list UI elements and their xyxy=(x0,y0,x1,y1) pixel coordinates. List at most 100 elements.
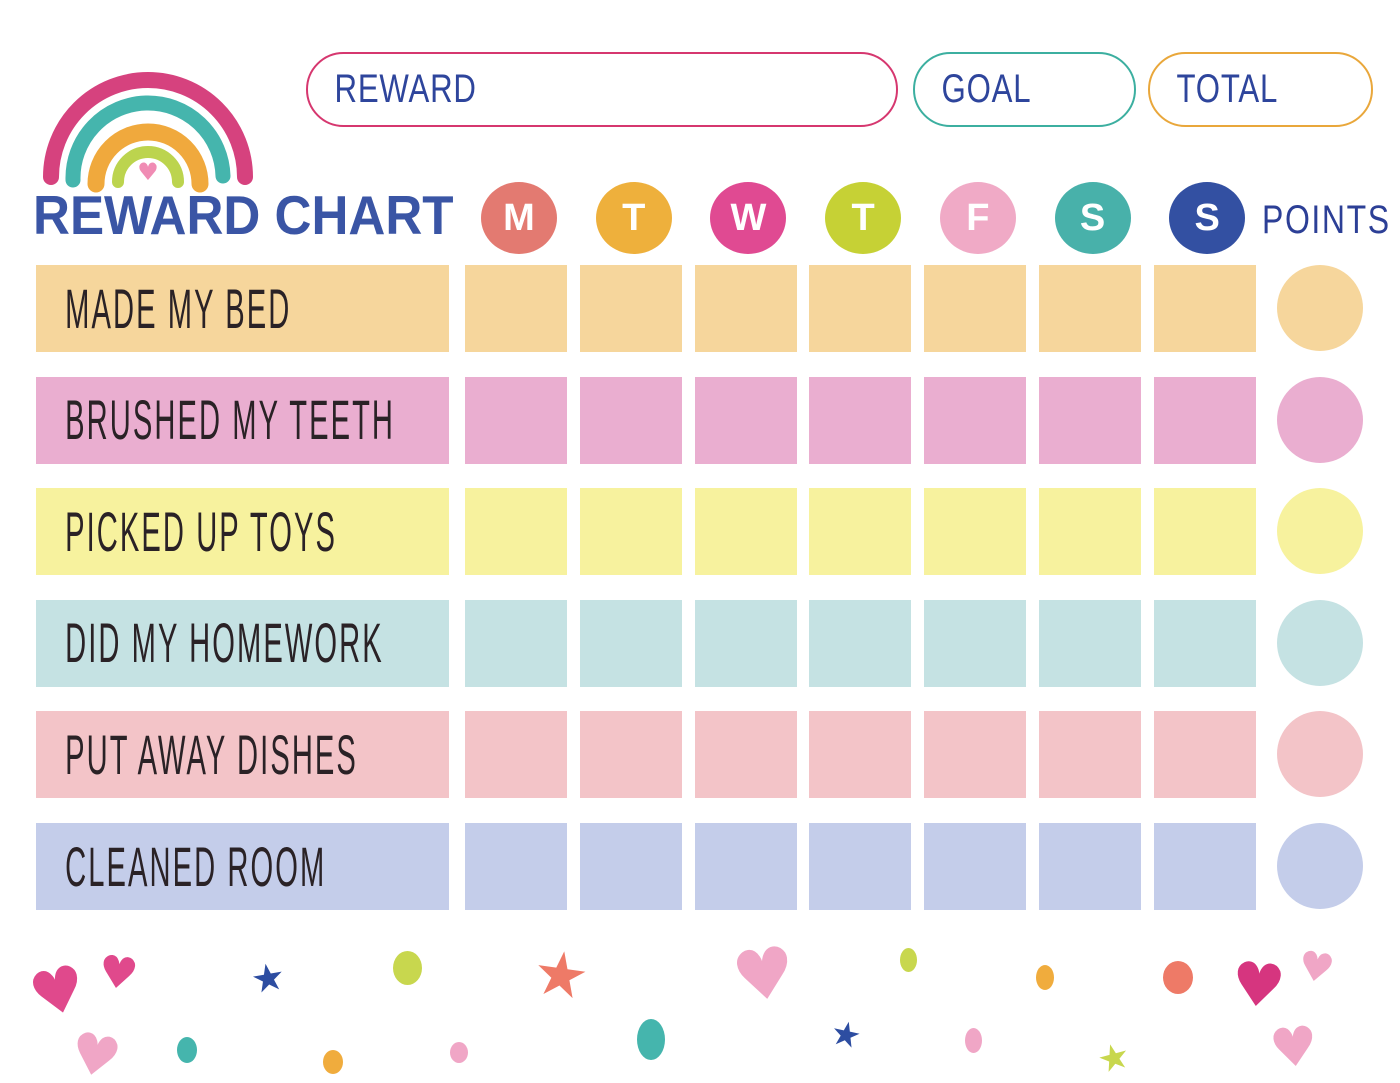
day-circle-1: T xyxy=(595,182,672,254)
decoration-dot-9 xyxy=(637,1018,665,1060)
day-cell-r2-c0[interactable] xyxy=(465,488,567,576)
decoration-heart-18: ♥ xyxy=(1294,942,1338,994)
rainbow-heart-icon: ♥ xyxy=(137,158,159,186)
day-cell-r5-c4[interactable] xyxy=(924,823,1027,910)
task-row-0: MADE MY BED xyxy=(0,265,1400,352)
day-cell-r3-c2[interactable] xyxy=(694,599,797,687)
decoration-dot-16 xyxy=(1163,960,1193,994)
task-label: DID MY HOMEWORK xyxy=(65,611,384,675)
task-label: CLEANED ROOM xyxy=(65,834,327,898)
day-cell-r4-c3[interactable] xyxy=(809,711,912,799)
points-circle-r2[interactable] xyxy=(1277,488,1363,575)
day-letter: T xyxy=(851,197,875,239)
day-cell-r3-c1[interactable] xyxy=(579,599,682,687)
day-cell-r0-c2[interactable] xyxy=(694,265,797,352)
points-circle-r5[interactable] xyxy=(1277,823,1363,909)
day-cell-r0-c6[interactable] xyxy=(1153,265,1256,352)
decoration-star-4: ★ xyxy=(528,934,594,1015)
task-row-1: BRUSHED MY TEETH xyxy=(0,376,1400,464)
day-cell-r1-c1[interactable] xyxy=(579,376,682,464)
day-circle-0: M xyxy=(481,182,557,254)
day-cell-r3-c5[interactable] xyxy=(1039,599,1141,687)
goal-field-label: GOAL xyxy=(941,67,1032,111)
day-circle-6: S xyxy=(1169,182,1246,254)
task-label-bar: CLEANED ROOM xyxy=(36,823,449,910)
decoration-heart-0: ♥ xyxy=(22,949,94,1034)
decoration-heart-19: ♥ xyxy=(1266,1013,1322,1082)
rainbow-arc-orange xyxy=(87,123,209,193)
decoration-star-15: ★ xyxy=(1092,1034,1135,1083)
decoration-dot-3 xyxy=(392,951,422,985)
decoration-star-2: ★ xyxy=(247,953,289,1003)
day-cell-r5-c2[interactable] xyxy=(694,823,797,910)
day-cell-r4-c6[interactable] xyxy=(1153,711,1256,799)
day-cell-r0-c4[interactable] xyxy=(924,265,1027,352)
decoration-dot-8 xyxy=(450,1041,468,1063)
reward-field[interactable]: REWARD xyxy=(306,52,898,127)
decoration-heart-17: ♥ xyxy=(1227,948,1289,1024)
decoration-dot-12 xyxy=(899,948,917,972)
day-cell-r0-c1[interactable] xyxy=(579,265,682,352)
task-label: MADE MY BED xyxy=(65,276,292,340)
day-cell-r5-c6[interactable] xyxy=(1153,823,1256,910)
day-cell-r2-c2[interactable] xyxy=(694,488,797,576)
decoration-heart-10: ♥ xyxy=(727,930,801,1020)
points-circle-r0[interactable] xyxy=(1277,265,1363,351)
day-letter: W xyxy=(730,197,767,239)
day-cell-r4-c1[interactable] xyxy=(579,711,682,799)
day-letter: S xyxy=(1194,197,1220,239)
day-cell-r3-c3[interactable] xyxy=(809,599,912,687)
day-cell-r3-c0[interactable] xyxy=(465,599,567,687)
day-circle-2: W xyxy=(710,182,787,254)
goal-field[interactable]: GOAL xyxy=(913,52,1136,127)
task-label: BRUSHED MY TEETH xyxy=(65,388,396,452)
points-circle-r1[interactable] xyxy=(1277,376,1363,463)
day-cell-r1-c5[interactable] xyxy=(1039,376,1141,464)
day-cell-r4-c0[interactable] xyxy=(465,711,567,799)
rainbow-arc-pink xyxy=(43,72,253,185)
decoration-heart-5: ♥ xyxy=(63,1019,127,1083)
day-cell-r2-c4[interactable] xyxy=(924,488,1027,576)
day-cell-r1-c6[interactable] xyxy=(1153,376,1256,464)
day-letter: T xyxy=(622,197,646,239)
task-row-2: PICKED UP TOYS xyxy=(0,488,1400,576)
day-cell-r0-c5[interactable] xyxy=(1039,265,1141,352)
task-label-bar: MADE MY BED xyxy=(36,265,449,352)
reward-field-label: REWARD xyxy=(334,67,477,111)
total-field-label: TOTAL xyxy=(1176,67,1279,111)
day-cell-r0-c0[interactable] xyxy=(465,265,567,352)
day-cell-r4-c2[interactable] xyxy=(694,711,797,799)
day-cell-r1-c4[interactable] xyxy=(924,376,1027,464)
day-circle-4: F xyxy=(939,182,1016,254)
day-cell-r5-c0[interactable] xyxy=(465,823,567,910)
task-row-5: CLEANED ROOM xyxy=(0,823,1400,910)
points-circle-r3[interactable] xyxy=(1277,599,1363,686)
day-cell-r4-c4[interactable] xyxy=(924,711,1027,799)
day-cell-r1-c2[interactable] xyxy=(694,376,797,464)
day-circle-3: T xyxy=(825,182,902,254)
day-cell-r4-c5[interactable] xyxy=(1039,711,1141,799)
task-row-3: DID MY HOMEWORK xyxy=(0,599,1400,687)
day-cell-r2-c5[interactable] xyxy=(1039,488,1141,576)
day-cell-r5-c1[interactable] xyxy=(579,823,682,910)
day-cell-r1-c3[interactable] xyxy=(809,376,912,464)
decoration-dot-7 xyxy=(323,1050,343,1074)
decoration-dot-13 xyxy=(964,1027,982,1053)
day-letter: F xyxy=(966,197,990,239)
task-label-bar: BRUSHED MY TEETH xyxy=(36,376,449,464)
rainbow-arc-lime xyxy=(112,146,184,188)
day-cell-r2-c3[interactable] xyxy=(809,488,912,576)
task-label: PICKED UP TOYS xyxy=(65,499,337,563)
points-circle-r4[interactable] xyxy=(1277,711,1363,798)
total-field[interactable]: TOTAL xyxy=(1148,52,1373,127)
task-label-bar: DID MY HOMEWORK xyxy=(36,599,449,687)
day-cell-r5-c3[interactable] xyxy=(809,823,912,910)
day-cell-r2-c1[interactable] xyxy=(579,488,682,576)
day-cell-r3-c4[interactable] xyxy=(924,599,1027,687)
day-cell-r1-c0[interactable] xyxy=(465,376,567,464)
day-cell-r3-c6[interactable] xyxy=(1153,599,1256,687)
day-cell-r0-c3[interactable] xyxy=(809,265,912,352)
day-cell-r5-c5[interactable] xyxy=(1039,823,1141,910)
day-cell-r2-c6[interactable] xyxy=(1153,488,1256,576)
decoration-dot-14 xyxy=(1036,964,1054,990)
